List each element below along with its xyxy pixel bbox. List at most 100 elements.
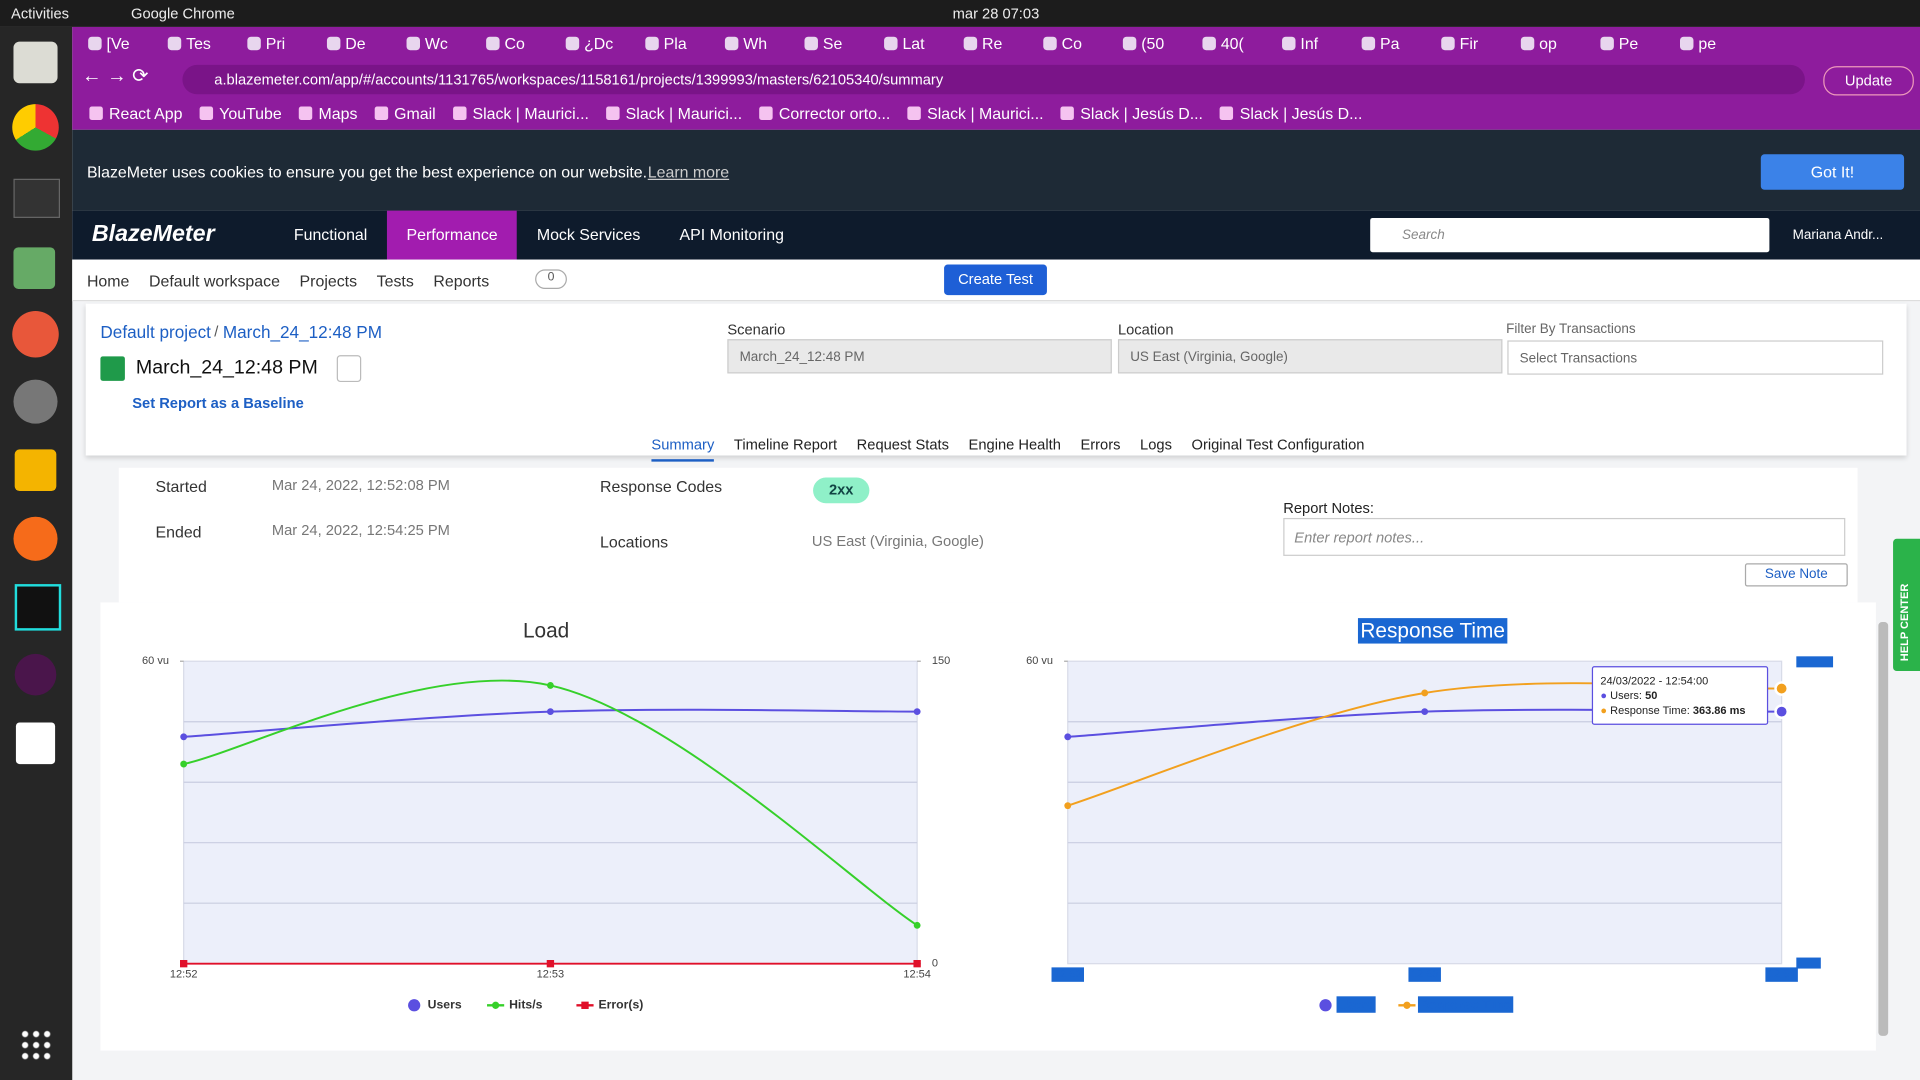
- data-point: [1064, 733, 1072, 741]
- browser-tab[interactable]: Pe: [1597, 27, 1672, 61]
- bookmark[interactable]: Slack | Maurici...: [452, 104, 589, 122]
- notes-input[interactable]: Enter report notes...: [1283, 517, 1846, 556]
- bookmark[interactable]: Slack | Jesús D...: [1220, 104, 1362, 122]
- tooltip-label: Response Time:: [1610, 704, 1690, 717]
- browser-tab[interactable]: Fir: [1438, 27, 1513, 61]
- browser-tab[interactable]: op: [1517, 27, 1592, 61]
- y-tick-label: 60 vu: [1026, 655, 1053, 667]
- filter-select[interactable]: Select Transactions: [1507, 340, 1884, 375]
- location-select[interactable]: US East (Virginia, Google): [1117, 339, 1503, 374]
- report-tab[interactable]: Request Stats: [856, 435, 949, 454]
- breadcrumb[interactable]: Default project: [100, 322, 211, 342]
- browser-tab[interactable]: Inf: [1278, 27, 1353, 61]
- search-placeholder: Search: [1402, 227, 1445, 243]
- data-point: [546, 708, 554, 716]
- browser-tab[interactable]: ¿Dc: [562, 27, 637, 61]
- search-box[interactable]: Search: [1370, 217, 1770, 253]
- sub-nav-item[interactable]: Projects: [299, 271, 358, 291]
- bookmark[interactable]: Maps: [298, 104, 357, 122]
- legend-label: Response Time: [1420, 998, 1510, 1012]
- browser-tab[interactable]: 40(: [1199, 27, 1274, 61]
- bookmark[interactable]: Slack | Jesús D...: [1060, 104, 1203, 122]
- data-point: [180, 960, 188, 968]
- got-it-button[interactable]: Got It!: [1760, 154, 1905, 190]
- breadcrumb[interactable]: March_24_12:48 PM: [222, 322, 383, 342]
- browser-tab[interactable]: (50: [1119, 27, 1194, 61]
- browser-tab[interactable]: Pri: [244, 27, 319, 61]
- nav-buttons[interactable]: ← → ⟳: [82, 66, 149, 87]
- legend-symbol: [1319, 999, 1332, 1012]
- bookmark[interactable]: YouTube: [199, 104, 282, 122]
- browser-tab[interactable]: Lat: [880, 27, 955, 61]
- chrome-icon[interactable]: [12, 104, 59, 151]
- app-name[interactable]: Google Chrome: [131, 4, 235, 23]
- report-tabs: Summary Timeline Report Request Stats Engin…: [651, 433, 1384, 462]
- bookmark[interactable]: React App: [89, 104, 182, 122]
- legend-symbol: [491, 1001, 500, 1009]
- create-test-button[interactable]: Create Test: [944, 264, 1047, 296]
- sub-nav-item[interactable]: Default workspace: [149, 271, 280, 291]
- activities[interactable]: Activities: [11, 4, 69, 23]
- settings-icon[interactable]: [13, 379, 58, 424]
- nav-item[interactable]: Mock Services: [536, 225, 641, 244]
- sub-nav-item[interactable]: Reports: [433, 271, 490, 291]
- baseline-link[interactable]: Set Report as a Baseline: [132, 394, 304, 412]
- report-tab[interactable]: Errors: [1080, 435, 1121, 454]
- slack-icon[interactable]: [14, 653, 57, 696]
- browser-tab[interactable]: Pla: [642, 27, 717, 61]
- run-icon[interactable]: [100, 356, 125, 381]
- browser-tab[interactable]: Tes: [164, 27, 239, 61]
- bookmark[interactable]: Corrector orto...: [759, 104, 890, 122]
- files-icon[interactable]: [13, 41, 58, 84]
- browser-tab[interactable]: Se: [801, 27, 876, 61]
- help-center[interactable]: HELP CENTER: [1893, 538, 1920, 672]
- bookmark[interactable]: Gmail: [374, 104, 436, 122]
- terminal-icon[interactable]: [13, 178, 61, 218]
- nav-item[interactable]: Performance: [386, 210, 518, 260]
- report-tab[interactable]: Summary: [651, 436, 715, 462]
- bookmark[interactable]: Slack | Maurici...: [907, 104, 1044, 122]
- report-tab[interactable]: Timeline Report: [733, 435, 838, 454]
- report-tab[interactable]: Engine Health: [968, 435, 1061, 454]
- data-point: [1421, 689, 1429, 697]
- browser-tab[interactable]: pe: [1676, 27, 1751, 61]
- sub-nav-item[interactable]: Tests: [376, 271, 414, 291]
- browser-tab[interactable]: Co: [1040, 27, 1115, 61]
- browser-tab[interactable]: De: [323, 27, 398, 61]
- scenario-select[interactable]: March_24_12:48 PM: [727, 339, 1112, 374]
- browser-tab[interactable]: Co: [482, 27, 557, 61]
- user-menu[interactable]: Mariana Andr...: [1792, 227, 1884, 243]
- bookmark[interactable]: Slack | Maurici...: [606, 104, 742, 122]
- menu-button[interactable]: [336, 355, 362, 383]
- browser-tab[interactable]: Wh: [721, 27, 796, 61]
- learn-more[interactable]: Learn more: [647, 162, 730, 182]
- editor-icon[interactable]: [15, 722, 56, 765]
- firefox-icon[interactable]: [13, 516, 58, 561]
- tooltip-title: 24/03/2022 - 12:54:00: [1600, 674, 1709, 687]
- logo[interactable]: BlazeMeter: [91, 221, 215, 248]
- pycharm-icon[interactable]: [14, 584, 62, 631]
- save-note-button[interactable]: Save Note: [1744, 563, 1848, 587]
- browser-tab[interactable]: Wc: [403, 27, 478, 61]
- nav-item[interactable]: API Monitoring: [679, 225, 784, 244]
- report-tab[interactable]: Logs: [1140, 435, 1172, 454]
- apps-grid[interactable]: [19, 1028, 52, 1061]
- breadcrumb-sep: /: [214, 323, 219, 341]
- cookie-banner: BlazeMeter uses cookies to ensure you ge…: [72, 129, 1920, 211]
- tooltip-line: ● Response Time: 363.86 ms: [1600, 704, 1746, 717]
- browser-chrome: [Ve Tes Pri De Wc Co ¿Dc Pla Wh Se Lat Re Co (50 40(In…: [72, 26, 1920, 130]
- update-button[interactable]: Update: [1823, 66, 1914, 96]
- browser-tab[interactable]: Re: [960, 27, 1035, 61]
- sub-nav-item[interactable]: Home: [86, 271, 130, 291]
- browser-tab[interactable]: [Ve: [84, 27, 159, 61]
- browser-tab[interactable]: Pa: [1358, 27, 1433, 61]
- report-tab[interactable]: Original Test Configuration: [1191, 435, 1365, 454]
- app-icon[interactable]: [13, 247, 56, 289]
- address-bar[interactable]: a.blazemeter.com/app/#/accounts/1131765/…: [182, 64, 1805, 95]
- calc-icon[interactable]: [14, 449, 57, 492]
- x-tick-label: 12:54: [903, 969, 931, 981]
- started-value: Mar 24, 2022, 12:52:08 PM: [271, 476, 450, 494]
- app-icon[interactable]: [12, 311, 59, 358]
- nav-item[interactable]: Functional: [293, 225, 368, 244]
